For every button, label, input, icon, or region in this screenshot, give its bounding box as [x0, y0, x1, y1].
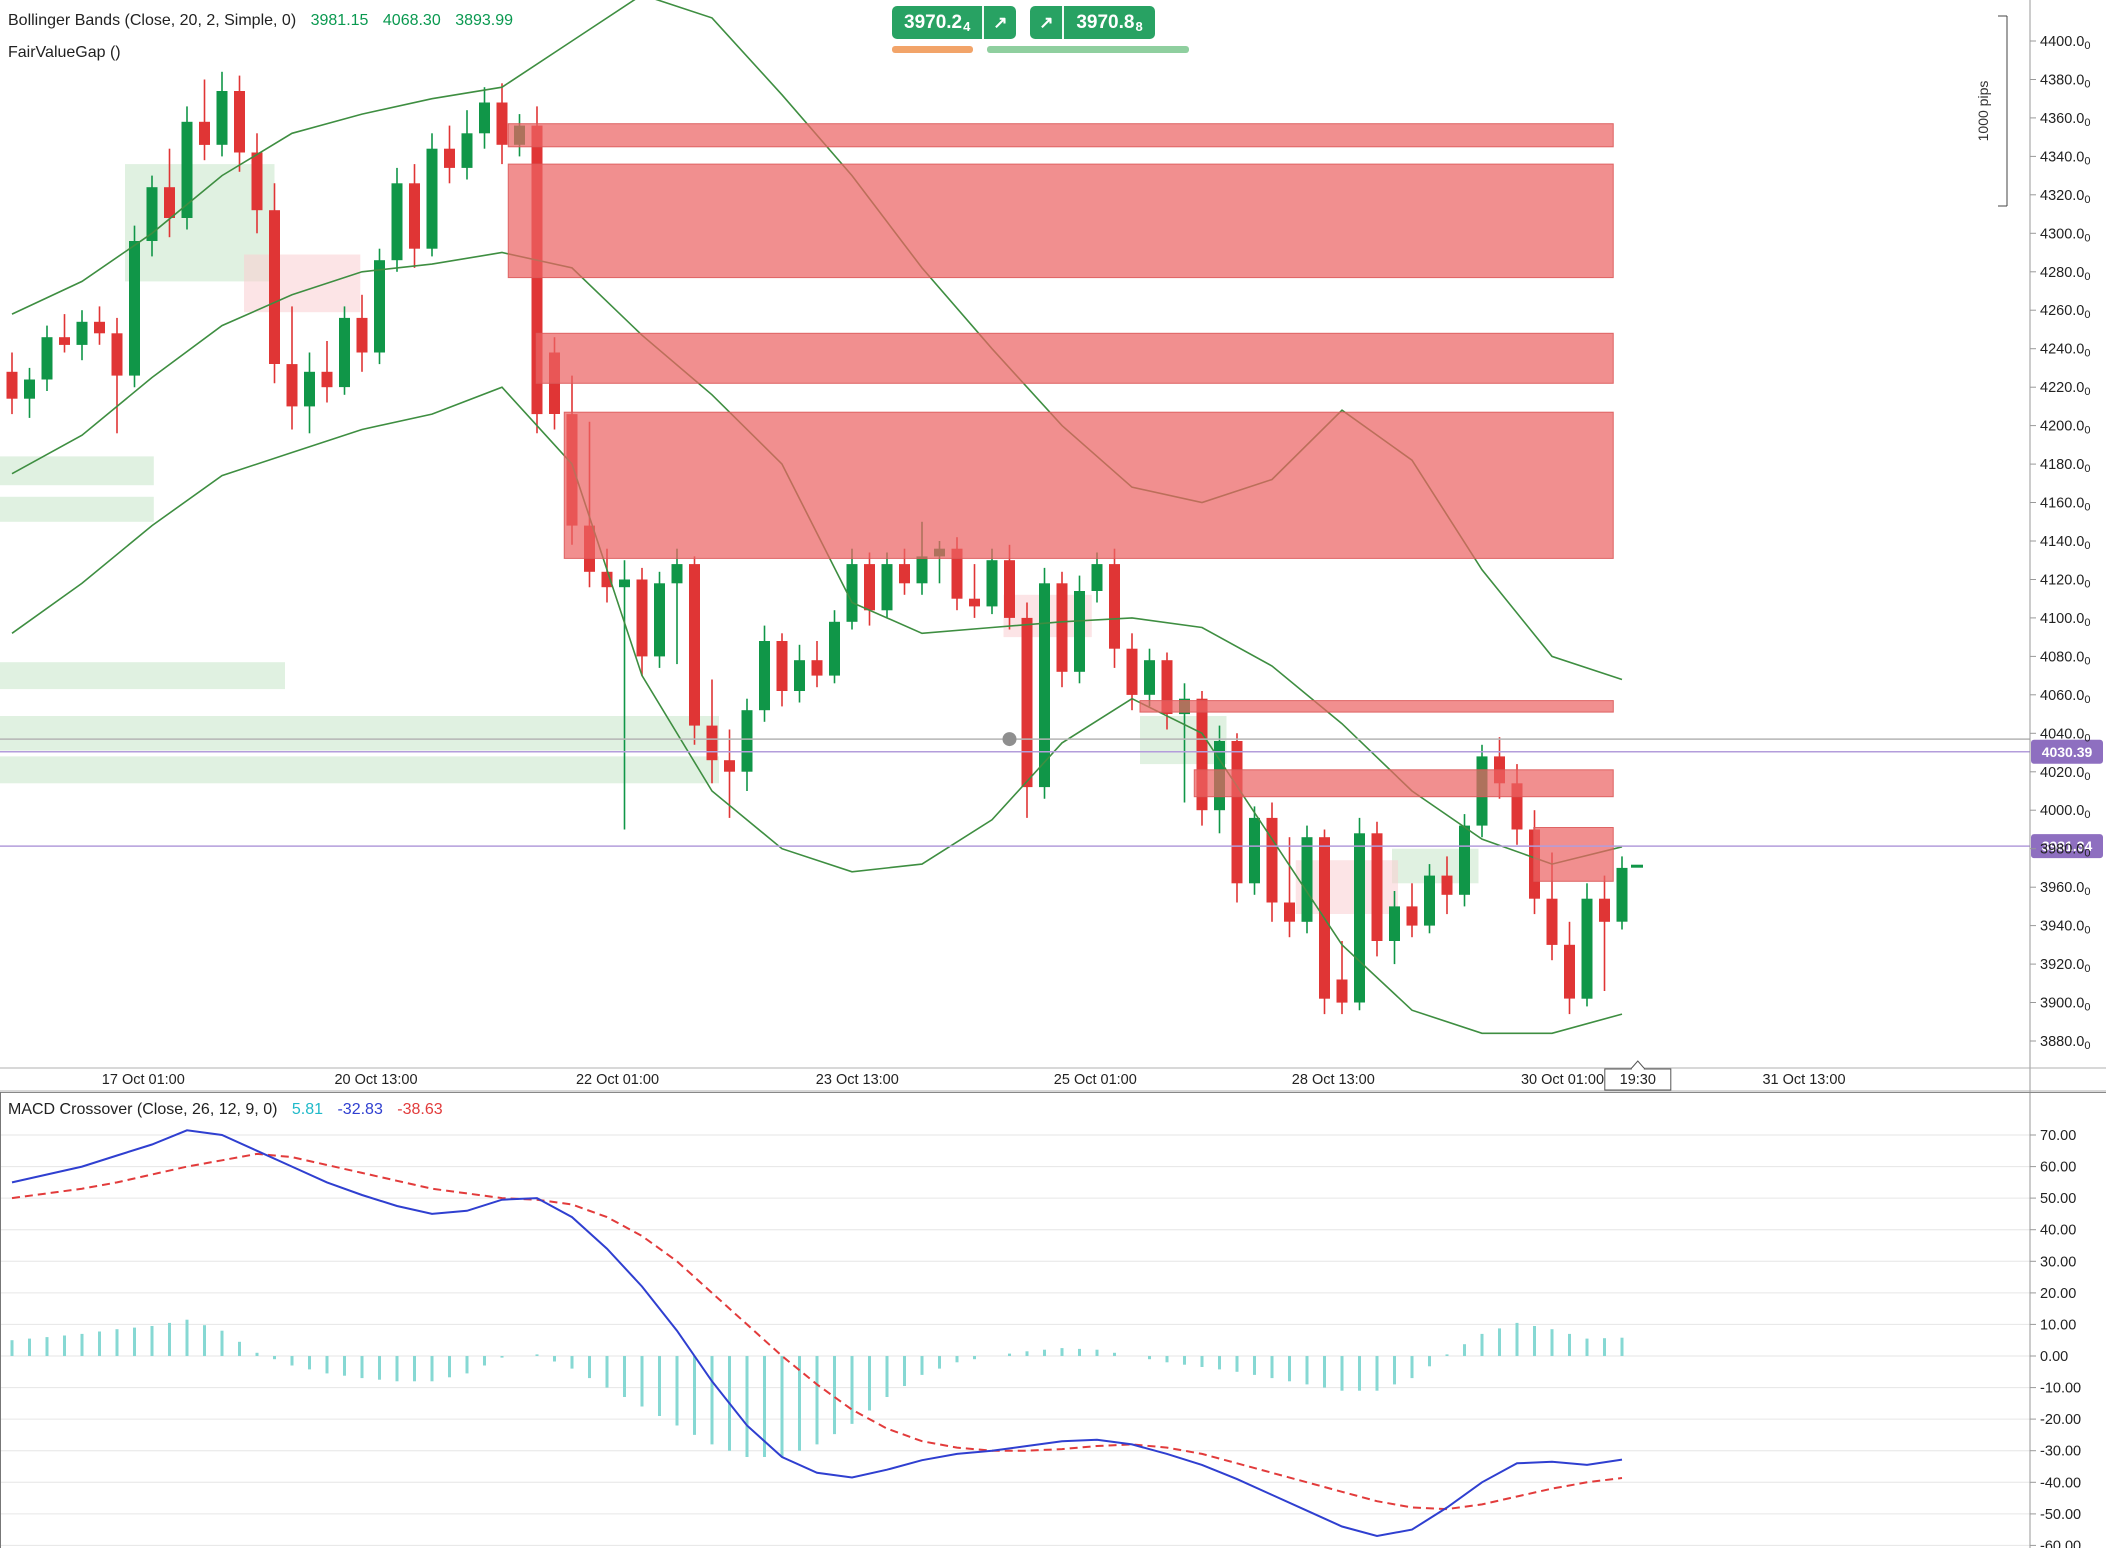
svg-text:4340.00: 4340.00 [2040, 149, 2090, 167]
macd-histogram [10, 1319, 1624, 1457]
svg-text:23 Oct 13:00: 23 Oct 13:00 [816, 1072, 899, 1088]
svg-text:22 Oct 01:00: 22 Oct 01:00 [576, 1072, 659, 1088]
svg-text:-30.00: -30.00 [2040, 1444, 2081, 1460]
svg-text:4400.00: 4400.00 [2040, 34, 2090, 52]
macd-axis: 70.00 60.00 50.00 40.00 30.00 20.00 10.00 0.00 -… [2029, 1092, 2081, 1548]
svg-text:28 Oct 13:00: 28 Oct 13:00 [1292, 1072, 1375, 1088]
sell-button[interactable]: 3970.2 4 ↗ [892, 6, 1017, 39]
macd-signal-value: -38.63 [397, 1101, 443, 1118]
fvg-zones-layer [507, 123, 1614, 882]
buy-trend-arrow-icon: ↗ [1030, 6, 1065, 39]
svg-text:-40.00: -40.00 [2040, 1475, 2081, 1491]
svg-text:60.00: 60.00 [2040, 1160, 2076, 1176]
svg-text:4180.00: 4180.00 [2040, 457, 2090, 475]
time-axis: 17 Oct 01:00 20 Oct 13:00 22 Oct 01:00 23 O… [0, 1060, 2106, 1092]
svg-text:4380.00: 4380.00 [2040, 73, 2090, 91]
svg-text:17 Oct 01:00: 17 Oct 01:00 [102, 1072, 185, 1088]
svg-text:40.00: 40.00 [2040, 1223, 2076, 1239]
svg-text:50.00: 50.00 [2040, 1191, 2076, 1207]
quote-panel: 3970.2 4 ↗ ↗ 3970.8 8 [892, 6, 1189, 53]
svg-text:1000 pips: 1000 pips [1975, 81, 1991, 142]
buy-price: 3970.8 8 [1076, 11, 1143, 35]
svg-text:31 Oct 13:00: 31 Oct 13:00 [1762, 1072, 1845, 1088]
svg-text:3920.00: 3920.00 [2040, 957, 2090, 975]
macd-indicator-panel[interactable]: 70.00 60.00 50.00 40.00 30.00 20.00 10.00 0.00 -… [0, 1092, 2106, 1548]
fvg-title: FairValueGap () [8, 44, 121, 61]
svg-text:10.00: 10.00 [2040, 1317, 2076, 1333]
svg-text:4030.39: 4030.39 [2042, 744, 2093, 760]
bollinger-legend: Bollinger Bands (Close, 20, 2, Simple, 0… [8, 12, 523, 30]
svg-text:4060.00: 4060.00 [2040, 688, 2090, 706]
buy-sentiment-bar [987, 46, 1189, 53]
svg-text:4000.00: 4000.00 [2040, 803, 2090, 821]
svg-text:30 Oct 01:00: 30 Oct 01:00 [1521, 1072, 1604, 1088]
line-drag-handle [1002, 732, 1017, 747]
price-axis: 4400.00 4380.00 4360.00 4340.00 4320.00 4300.… [2029, 0, 2090, 1092]
svg-text:4200.00: 4200.00 [2040, 419, 2090, 437]
svg-text:4120.00: 4120.00 [2040, 573, 2090, 591]
svg-text:4140.00: 4140.00 [2040, 534, 2090, 552]
sell-price: 3970.2 4 [904, 11, 971, 35]
svg-text:-60.00: -60.00 [2040, 1538, 2081, 1548]
svg-text:4220.00: 4220.00 [2040, 380, 2090, 398]
svg-text:4260.00: 4260.00 [2040, 303, 2090, 321]
svg-text:4040.00: 4040.00 [2040, 726, 2090, 744]
svg-text:-20.00: -20.00 [2040, 1412, 2081, 1428]
svg-text:20 Oct 13:00: 20 Oct 13:00 [334, 1072, 417, 1088]
svg-text:70.00: 70.00 [2040, 1128, 2076, 1144]
macd-title: MACD Crossover (Close, 26, 12, 9, 0) [8, 1101, 278, 1118]
svg-text:30.00: 30.00 [2040, 1254, 2076, 1270]
pips-measure-bracket: 1000 pips [1975, 15, 2008, 207]
svg-text:4360.00: 4360.00 [2040, 111, 2090, 129]
sell-trend-arrow-icon: ↗ [982, 6, 1016, 39]
svg-text:3980.00: 3980.00 [2040, 842, 2090, 860]
svg-text:4280.00: 4280.00 [2040, 265, 2090, 283]
svg-text:3900.00: 3900.00 [2040, 996, 2090, 1014]
svg-text:20.00: 20.00 [2040, 1286, 2076, 1302]
svg-text:4080.00: 4080.00 [2040, 649, 2090, 667]
price-level-lines: 4030.39 3981.34 [0, 739, 2103, 859]
macd-legend: MACD Crossover (Close, 26, 12, 9, 0) 5.8… [8, 1101, 453, 1119]
macd-lines [11, 1129, 1623, 1538]
svg-text:-10.00: -10.00 [2040, 1381, 2081, 1397]
svg-text:4100.00: 4100.00 [2040, 611, 2090, 629]
svg-text:4320.00: 4320.00 [2040, 188, 2090, 206]
svg-text:4020.00: 4020.00 [2040, 765, 2090, 783]
macd-histogram-value: 5.81 [291, 1101, 324, 1118]
svg-text:3960.00: 3960.00 [2040, 880, 2090, 898]
svg-text:4160.00: 4160.00 [2040, 496, 2090, 514]
bollinger-title: Bollinger Bands (Close, 20, 2, Simple, 0… [8, 12, 297, 29]
svg-text:25 Oct 01:00: 25 Oct 01:00 [1054, 1072, 1137, 1088]
price-chart[interactable]: 4030.39 3981.34 4400.00 4380.00 4360.00 4340.… [0, 0, 2106, 1092]
svg-text:3940.00: 3940.00 [2040, 919, 2090, 937]
svg-text:3981.34: 3981.34 [2042, 838, 2093, 854]
svg-text:0.00: 0.00 [2040, 1349, 2068, 1365]
current-time-marker: 19:30 [1604, 1060, 1672, 1091]
bollinger-value-bottom: 3893.99 [455, 12, 514, 29]
mitigated-zones-layer [0, 164, 1479, 914]
svg-text:-50.00: -50.00 [2040, 1507, 2081, 1523]
buy-button[interactable]: ↗ 3970.8 8 [1030, 6, 1155, 39]
bollinger-value-main: 3981.15 [310, 12, 369, 29]
gray-price-line [0, 732, 2030, 747]
macd-line-value: -32.83 [337, 1101, 383, 1118]
svg-text:4300.00: 4300.00 [2040, 226, 2090, 244]
svg-text:19:30: 19:30 [1620, 1072, 1656, 1088]
sell-sentiment-bar [892, 46, 973, 53]
svg-text:4240.00: 4240.00 [2040, 342, 2090, 360]
svg-text:3880.00: 3880.00 [2040, 1034, 2090, 1052]
bollinger-value-top: 4068.30 [382, 12, 441, 29]
fvg-legend: FairValueGap () [8, 44, 131, 62]
